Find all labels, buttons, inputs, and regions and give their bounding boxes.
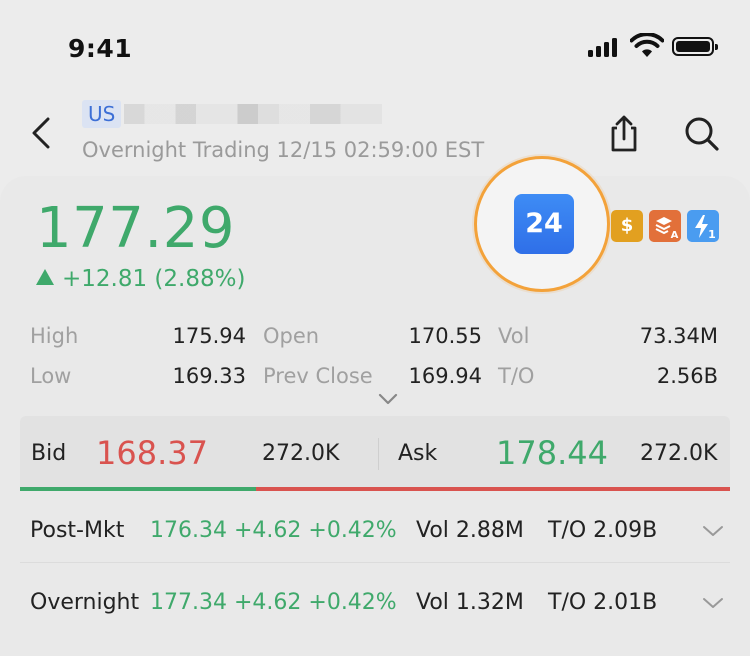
session-volume: Vol 2.88M [416, 518, 524, 543]
svg-text:1: 1 [708, 228, 716, 241]
bid-ratio-bar [20, 487, 256, 491]
stat-label-vol: Vol [498, 324, 530, 348]
expand-stats-chevron-icon[interactable] [378, 392, 398, 406]
stat-label-prev-close: Prev Close [263, 364, 373, 388]
ask-size: 272.0K [640, 441, 718, 466]
last-price: 177.29 [36, 196, 235, 261]
session-turnover: T/O 2.09B [548, 518, 658, 543]
bid-size: 272.0K [262, 441, 340, 466]
trading-session-subtitle: Overnight Trading 12/15 02:59:00 EST [82, 138, 485, 162]
flash-icon[interactable]: 1 [687, 210, 719, 242]
layers-icon[interactable]: A [649, 210, 681, 242]
overnight-24h-badge[interactable]: 24 [514, 194, 574, 254]
ask-label: Ask [398, 441, 438, 466]
wifi-icon [630, 33, 664, 57]
market-badge: US [82, 100, 122, 128]
battery-icon [672, 37, 718, 56]
stat-label-open: Open [263, 324, 320, 348]
price-change-value: +12.81 (2.88%) [62, 266, 246, 292]
ask-price: 178.44 [496, 434, 608, 472]
ask-ratio-bar [256, 487, 730, 491]
stock-name-redacted [124, 104, 382, 124]
up-triangle-icon [36, 269, 54, 285]
price-change: +12.81 (2.88%) [36, 266, 245, 292]
bid-price: 168.37 [96, 434, 208, 472]
bid-ask-divider [378, 438, 379, 470]
session-quote: 176.34 +4.62 +0.42% [150, 518, 397, 543]
status-time: 9:41 [68, 34, 133, 63]
stat-value-low: 169.33 [172, 364, 246, 388]
stat-label-low: Low [30, 364, 72, 388]
stat-label-high: High [30, 324, 79, 348]
session-label: Post-Mkt [30, 518, 125, 543]
stat-value-prev-close: 169.94 [408, 364, 482, 388]
session-row-overnight[interactable]: Overnight 177.34 +4.62 +0.42% Vol 1.32M … [0, 574, 750, 632]
chevron-down-icon[interactable] [702, 596, 724, 610]
bid-ask-panel [20, 416, 730, 488]
stat-value-turnover: 2.56B [656, 364, 718, 388]
back-arrow-icon[interactable] [26, 116, 58, 150]
session-row-post-market[interactable]: Post-Mkt 176.34 +4.62 +0.42% Vol 2.88M T… [0, 502, 750, 560]
share-icon[interactable] [604, 114, 644, 154]
dollar-icon[interactable]: $ [611, 210, 643, 242]
stat-value-vol: 73.34M [639, 324, 718, 348]
bid-label: Bid [31, 441, 67, 466]
cellular-signal-icon [588, 37, 624, 57]
session-volume: Vol 1.32M [416, 590, 524, 615]
session-quote: 177.34 +4.62 +0.42% [150, 590, 397, 615]
stat-label-turnover: T/O [498, 364, 535, 388]
session-label: Overnight [30, 590, 140, 615]
session-turnover: T/O 2.01B [548, 590, 658, 615]
row-divider [20, 562, 730, 563]
stat-value-open: 170.55 [408, 324, 482, 348]
svg-text:A: A [671, 230, 679, 241]
search-icon[interactable] [682, 114, 722, 154]
stat-value-high: 175.94 [172, 324, 246, 348]
chevron-down-icon[interactable] [702, 524, 724, 538]
